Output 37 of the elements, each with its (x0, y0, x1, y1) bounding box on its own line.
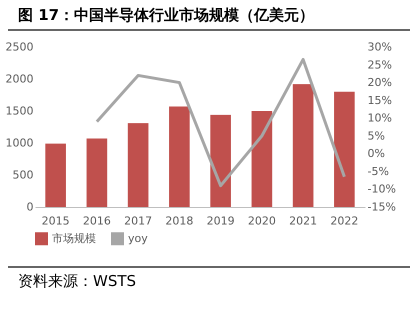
x-tick-label: 2017 (124, 214, 152, 228)
y-tick-label: 1500 (6, 104, 34, 118)
y-tick-label: 2000 (6, 72, 34, 86)
y2-tick-label: 5% (368, 129, 385, 142)
x-tick-label: 2022 (330, 214, 358, 228)
chart-title: 图 17：中国半导体行业市场规模（亿美元） (8, 0, 410, 31)
y2-tick-label: 10% (368, 112, 392, 125)
x-tick-label: 2021 (289, 214, 318, 228)
y2-tick-label: 0% (368, 147, 385, 160)
bar (86, 138, 108, 207)
y2-tick-label: -10% (368, 182, 396, 196)
y2-tick-label: 15% (368, 94, 392, 107)
text: 资料来源：WSTS (8, 266, 410, 295)
y-tick-label: 2500 (6, 40, 34, 54)
x-tick-label: 2018 (165, 214, 194, 228)
y-tick-label: 500 (12, 168, 34, 182)
x-tick-label: 2019 (206, 214, 235, 228)
x-tick-label: 2016 (82, 214, 111, 228)
bar (169, 106, 190, 207)
bar (292, 84, 314, 207)
legend-label: yoy (128, 232, 148, 245)
bar (45, 144, 66, 207)
x-tick-label: 2020 (248, 214, 276, 228)
line-series (95, 58, 346, 188)
bar (252, 111, 272, 207)
y-tick-label: 0 (26, 200, 34, 214)
x-tick-label: 2015 (42, 214, 70, 228)
legend-label: 市场规模 (52, 232, 96, 245)
y2-tick-label: 25% (368, 58, 392, 72)
y2-tick-label: -5% (368, 164, 389, 178)
y2-tick-label: -15% (368, 200, 396, 214)
bar (128, 123, 148, 207)
y2-tick-label: 20% (368, 76, 392, 90)
y2-tick-label: 30% (368, 40, 392, 54)
bar (334, 92, 355, 207)
y-tick-label: 1000 (6, 136, 34, 150)
bar (210, 114, 231, 207)
